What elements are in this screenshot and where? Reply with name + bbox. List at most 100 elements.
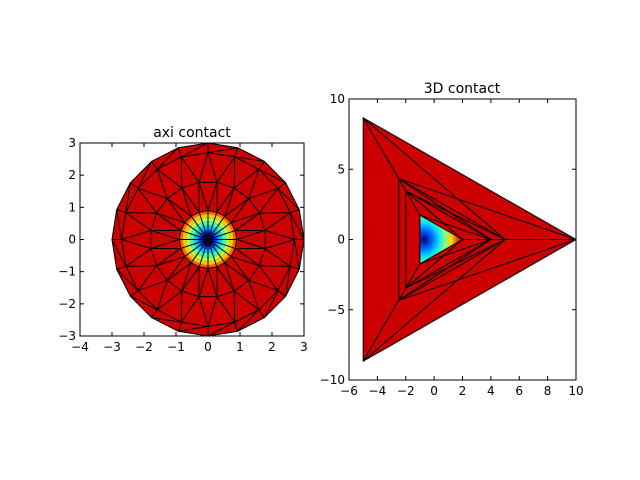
mesh-edge <box>150 239 180 250</box>
mesh-spoke <box>207 230 236 240</box>
mesh-edge <box>125 248 152 267</box>
mesh-edge <box>198 296 209 327</box>
mesh-edge <box>207 182 218 211</box>
mesh-edge <box>180 156 183 188</box>
y-tick-label: 5 <box>337 162 345 176</box>
mesh-edge <box>264 239 295 250</box>
mesh-edge <box>233 156 236 188</box>
plot-area-left <box>111 143 304 336</box>
y-tick-label: 3 <box>68 136 76 150</box>
mesh-edge <box>216 296 236 323</box>
mesh-spoke <box>180 239 209 249</box>
mesh-edge <box>277 182 286 189</box>
mesh-edge <box>230 256 250 281</box>
mesh-edge <box>130 182 139 189</box>
mesh-edge <box>125 212 157 214</box>
mesh-edge <box>150 229 180 240</box>
mesh-spoke <box>207 215 226 240</box>
mesh-edge <box>156 256 185 267</box>
mesh-edge <box>177 321 182 332</box>
mesh-edge <box>236 229 266 240</box>
mesh-edge <box>116 209 123 240</box>
mesh-edge <box>224 262 250 281</box>
chart-title-right: 3D contact <box>424 81 501 97</box>
mesh-edge <box>224 262 235 292</box>
y-tick-label: 2 <box>68 168 76 182</box>
mesh-edge <box>181 266 200 292</box>
mesh-edge <box>156 280 168 310</box>
x-tick-label: −4 <box>369 384 387 398</box>
mesh-edge <box>125 265 157 267</box>
mesh-edge <box>198 182 209 211</box>
mesh-edge <box>166 198 192 217</box>
mesh-edge <box>151 161 158 170</box>
mesh-edge <box>236 239 266 250</box>
mesh-edge <box>362 300 400 362</box>
x-tick-label: 0 <box>430 384 438 398</box>
mesh-edge <box>248 280 260 310</box>
mesh-edge <box>398 239 492 301</box>
y-tick-label: −3 <box>58 329 76 343</box>
mesh-edge <box>207 321 235 336</box>
mesh-edge <box>398 178 492 240</box>
y-tick-label: 0 <box>337 233 345 247</box>
mesh-spoke <box>180 230 209 240</box>
mesh-edge <box>285 266 291 297</box>
mesh-edge <box>137 188 158 214</box>
mesh-edge <box>156 169 168 199</box>
mesh-edge <box>289 212 304 240</box>
x-tick-label: 3 <box>300 340 308 354</box>
mesh-edge <box>125 212 152 231</box>
mesh-edge <box>419 239 492 265</box>
mesh-edge <box>235 212 260 231</box>
mesh-triangle <box>419 214 464 265</box>
x-tick-label: −2 <box>135 340 153 354</box>
x-tick-label: 6 <box>515 384 523 398</box>
mesh-edge <box>290 265 300 270</box>
x-tick-label: 2 <box>459 384 467 398</box>
mesh-edge <box>231 212 260 223</box>
mesh-edge <box>207 296 218 327</box>
mesh-edge <box>125 182 131 213</box>
mesh-spoke <box>207 239 218 268</box>
mesh-edge <box>116 268 139 291</box>
mesh-edge <box>362 239 506 362</box>
contact-field <box>419 215 463 264</box>
mesh-edge <box>248 169 260 199</box>
mesh-edge <box>419 214 492 240</box>
x-tick-label: 1 <box>236 340 244 354</box>
mesh-edge <box>156 147 179 170</box>
x-tick-label: 10 <box>568 384 583 398</box>
mesh-edge <box>198 152 209 183</box>
mesh-edge <box>137 187 168 200</box>
y-tick-label: −2 <box>58 297 76 311</box>
x-tick-label: 2 <box>268 340 276 354</box>
mesh-edge <box>216 156 236 183</box>
mesh-triangle <box>398 177 507 302</box>
x-tick-label: −6 <box>340 384 358 398</box>
mesh-edge <box>234 156 265 162</box>
x-tick-label: 8 <box>544 384 552 398</box>
mesh-edge <box>277 188 300 211</box>
y-tick-label: 0 <box>68 233 76 247</box>
mesh-edge <box>207 152 218 183</box>
mesh-edge <box>237 309 260 332</box>
x-tick-label: −3 <box>103 340 121 354</box>
mesh-edge <box>405 239 463 289</box>
mesh-edge <box>151 309 158 318</box>
mesh-edge <box>405 190 421 216</box>
mesh-edges-left <box>111 143 304 336</box>
mesh-edge <box>216 187 235 213</box>
mesh-spoke <box>207 239 236 249</box>
mesh-spoke <box>207 222 232 240</box>
mesh-edge <box>263 290 279 318</box>
mesh-edge <box>181 187 192 217</box>
mesh-edge <box>264 248 291 267</box>
mesh-edge <box>151 317 182 323</box>
mesh-edge <box>224 187 235 217</box>
mesh-edge <box>233 168 260 189</box>
mesh-edge <box>181 262 192 292</box>
mesh-spoke <box>190 215 209 240</box>
y-tick-label: 1 <box>68 200 76 214</box>
mesh-edge <box>233 291 236 323</box>
